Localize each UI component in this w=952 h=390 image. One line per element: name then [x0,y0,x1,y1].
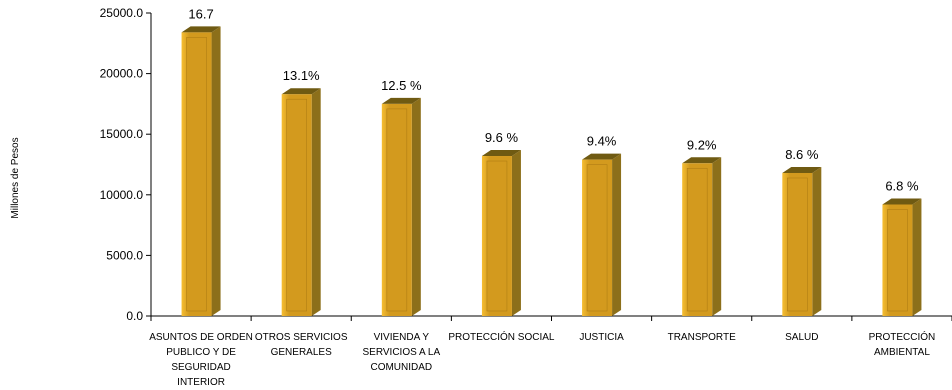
bar-side-face [311,88,321,316]
bar-side-face [511,150,521,316]
bar-side-face [411,97,421,317]
bar-inner-face [686,167,708,312]
bar-top-face [281,88,321,95]
bars [181,26,922,317]
bar-inner-face [186,37,207,312]
x-category-label: TRANSPORTE [667,332,736,343]
bar-side-face [912,198,922,316]
bar-inner-face [787,177,808,312]
y-tick-label: 0.0 [126,309,143,323]
y-tick-label: 5000.0 [106,248,143,262]
bar [882,198,922,316]
y-tick-label: 20000.0 [100,67,144,81]
bar-side-face [612,153,622,316]
bar [682,157,722,316]
x-category-label: OTROS SERVICIOS GENERALES [254,332,348,358]
bar-inner-face [286,98,307,312]
y-axis: 0.0 5000.0 10000.0 15000.0 20000.0 25000.0 [100,6,952,323]
bar-top-face [882,198,922,205]
bar [281,88,321,316]
x-category-label: SALUD [785,332,819,343]
y-tick-label: 25000.0 [100,6,144,20]
bar-top-face [181,26,221,33]
bar-inner-face [486,160,508,312]
x-category-label: ASUNTOS DE ORDEN PUBLICO Y DE SEGURIDAD … [149,332,253,388]
bar-top-face [782,166,822,173]
bar-top-face [582,153,622,160]
bar-side-face [211,26,221,317]
data-label: 13.1% [283,68,320,83]
data-label: 16.7 [188,6,213,21]
data-label: 12.5 % [381,78,422,93]
data-label: 6.8 % [885,178,919,193]
bar-inner-face [586,164,608,312]
x-category-label: JUSTICIA [579,332,624,343]
y-tick-label: 10000.0 [100,188,144,202]
x-category-label: VIVIENDA Y SERVICIOS A LA COMUNIDAD [362,332,441,373]
x-category-label: PROTECCIÓN SOCIAL [448,332,555,343]
bar-inner-face [386,108,408,312]
bar-inner-face [887,209,908,312]
data-labels: 16.7 13.1% 12.5 % 9.6 % 9.4% 9.2% 8.6 % 6.8 % [188,6,919,193]
bar [582,153,622,316]
bar-top-face [381,97,421,104]
bar-side-face [812,166,822,316]
data-label: 9.6 % [485,130,519,145]
bar-top-face [682,157,722,164]
x-category-label: PROTECCIÓN AMBIENTAL [868,332,936,358]
data-label: 8.6 % [785,147,819,162]
bar [481,150,521,316]
bar [181,26,221,317]
bar [381,97,421,317]
y-axis-label: Millones de Pesos [10,137,21,218]
data-label: 9.4% [587,134,617,149]
data-label: 9.2% [687,137,717,152]
bar-top-face [481,150,521,157]
bar [782,166,822,316]
bar-side-face [712,157,722,316]
y-tick-label: 15000.0 [100,127,144,141]
